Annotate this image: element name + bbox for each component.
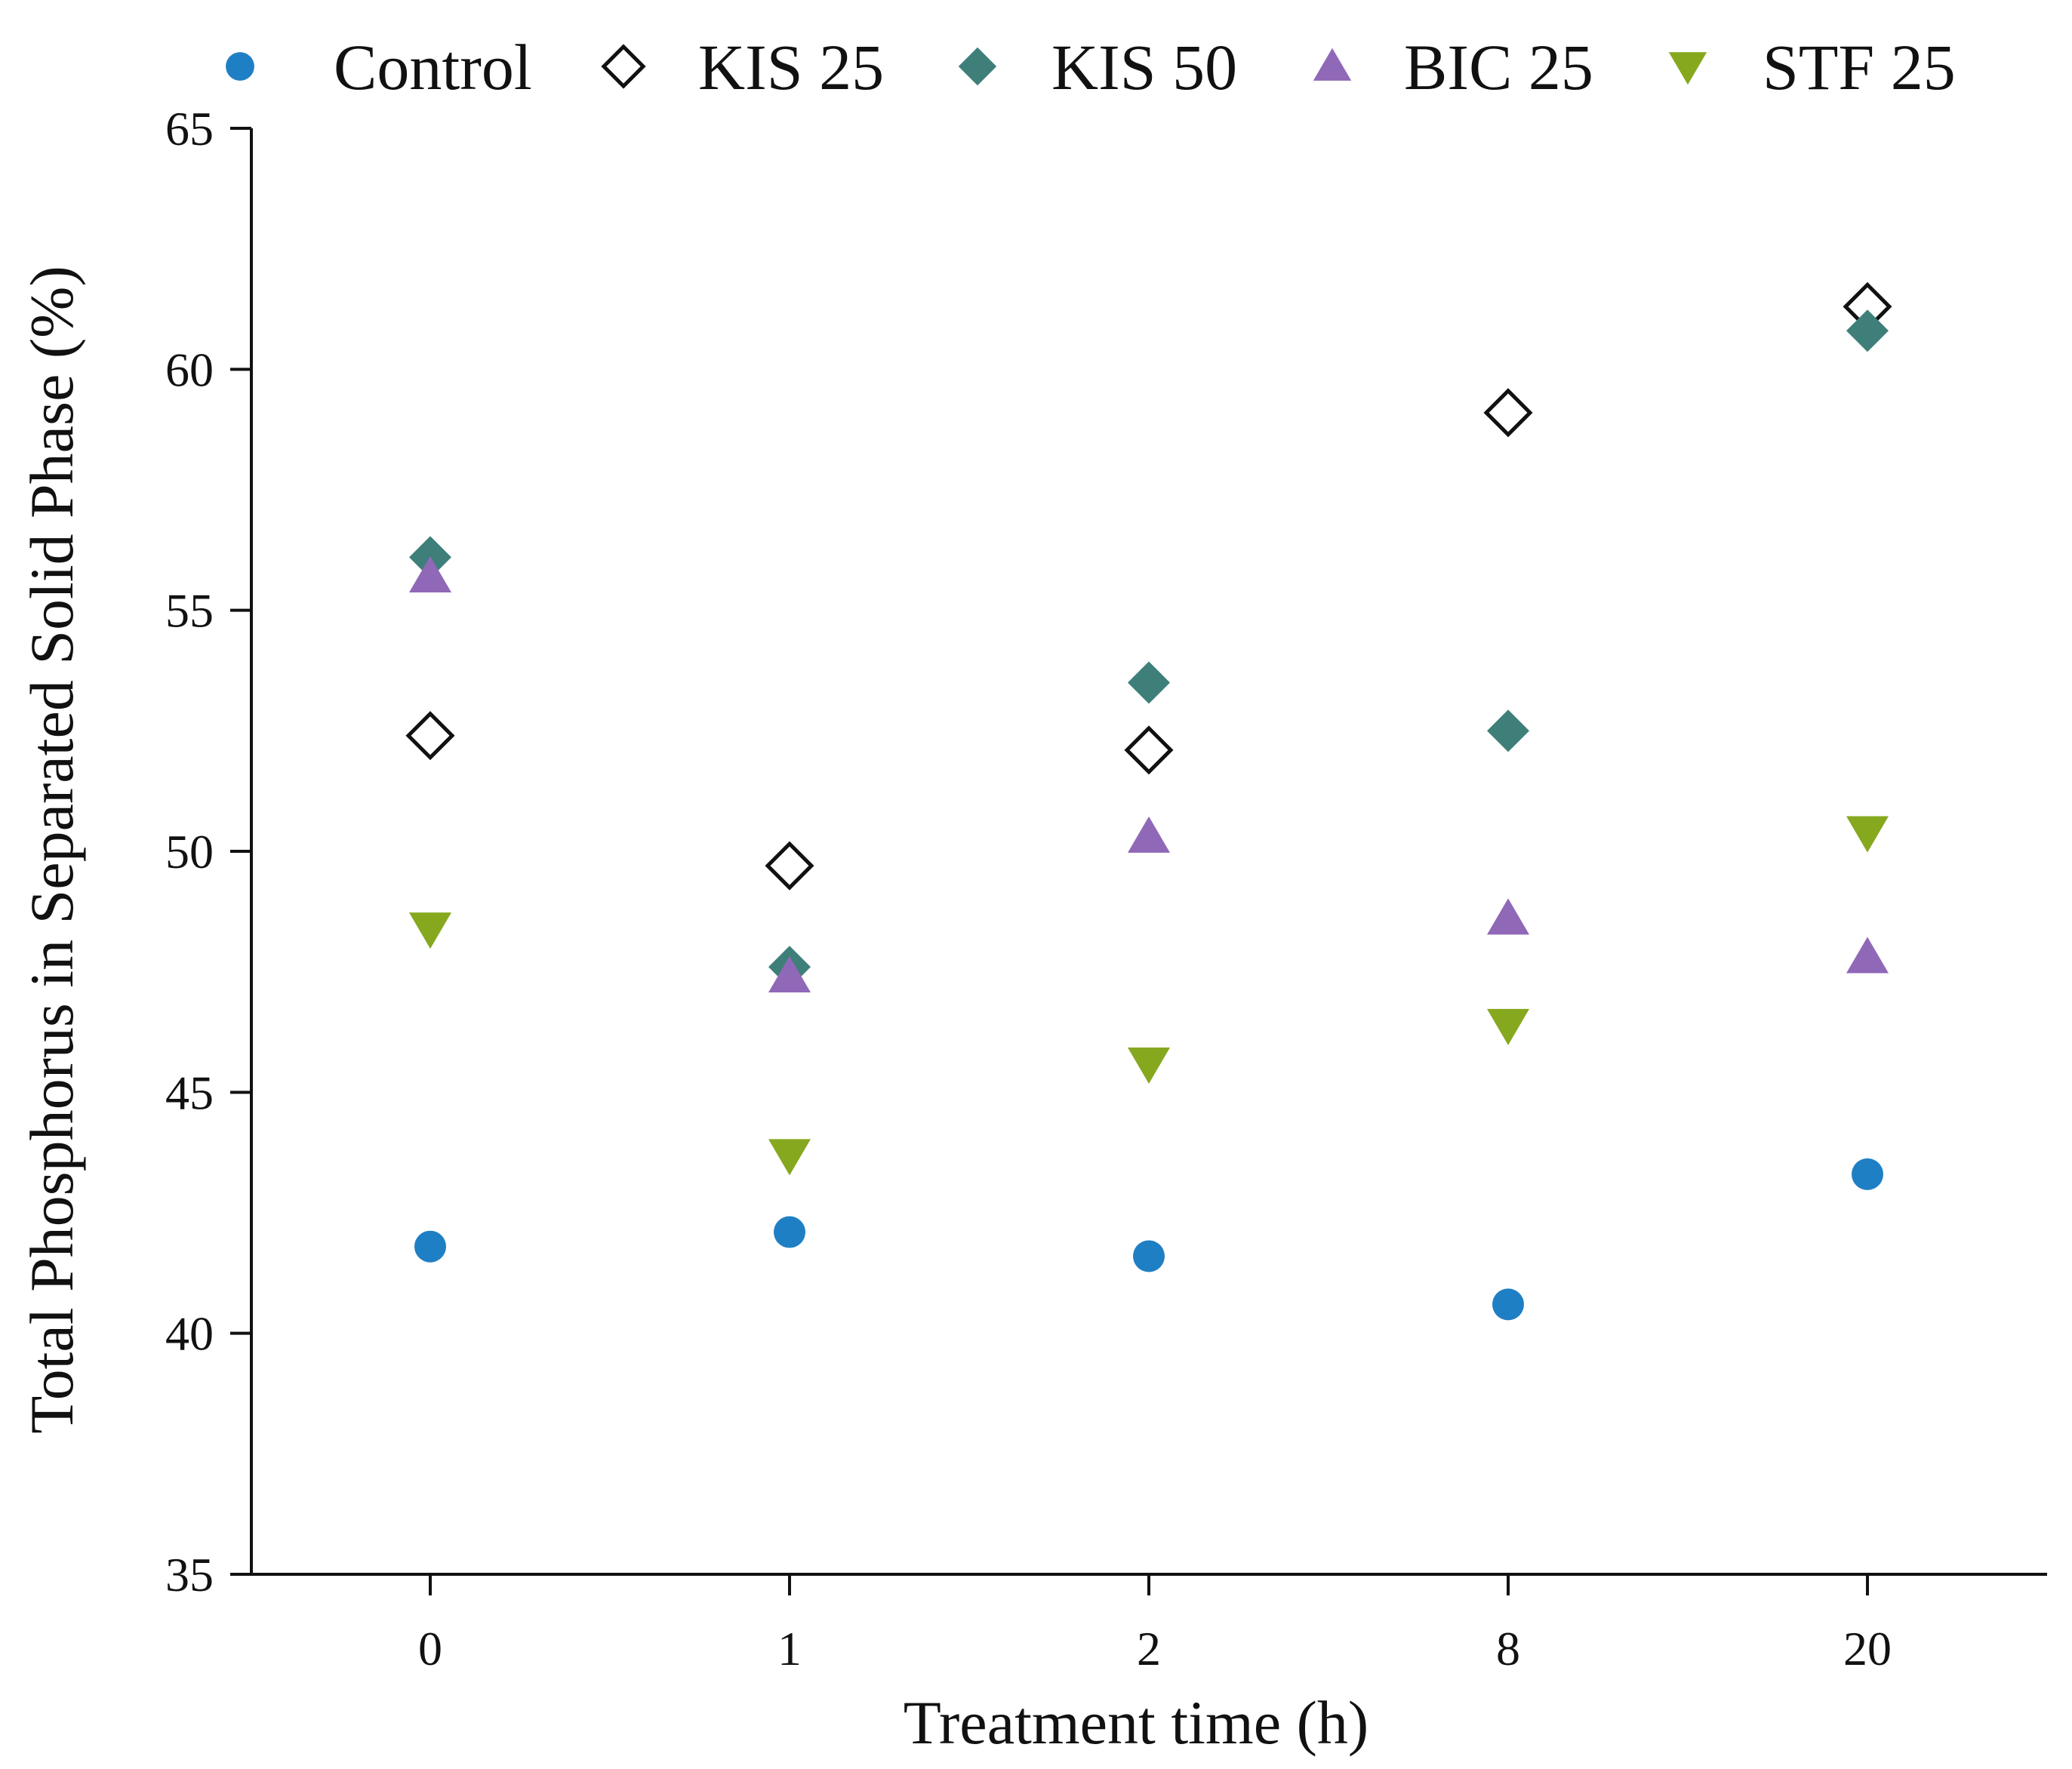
point-bic-25 [1846, 937, 1889, 974]
point-control [1133, 1240, 1165, 1272]
point-kis-25 [765, 841, 814, 891]
point-stf-25 [768, 1139, 811, 1176]
legend-label-kis-25: KIS 25 [698, 31, 884, 103]
x-tick-label: 1 [777, 1622, 802, 1675]
legend-marker-control [226, 52, 254, 81]
legend-label-stf-25: STF 25 [1763, 31, 1956, 103]
x-ticks: 0 1 2 8 20 [418, 1574, 1892, 1675]
legend-marker-kis-25 [601, 44, 646, 89]
point-kis-25 [1124, 725, 1174, 775]
y-tick-label: 35 [165, 1548, 214, 1601]
legend-marker-bic-25 [1313, 48, 1352, 81]
y-tick-label: 55 [165, 584, 214, 638]
point-stf-25 [1487, 1008, 1529, 1045]
point-bic-25 [1487, 898, 1529, 935]
point-kis-50 [1487, 709, 1529, 752]
point-control [1852, 1158, 1883, 1190]
point-control [1492, 1288, 1524, 1321]
point-kis-50 [1846, 309, 1889, 352]
point-bic-25 [1128, 816, 1170, 853]
point-stf-25 [1128, 1048, 1170, 1084]
y-tick-label: 45 [165, 1066, 214, 1119]
x-tick-label: 8 [1496, 1622, 1520, 1675]
y-ticks: 35 40 45 50 55 60 65 [165, 102, 251, 1601]
x-tick-label: 20 [1843, 1622, 1892, 1675]
point-control [774, 1216, 805, 1248]
y-tick-label: 40 [165, 1307, 214, 1361]
x-tick-label: 0 [418, 1622, 442, 1675]
legend-label-control: Control [334, 31, 532, 103]
legend-marker-kis-50 [958, 47, 997, 86]
legend-label-bic-25: BIC 25 [1404, 31, 1593, 103]
point-kis-25 [1483, 388, 1533, 438]
point-stf-25 [409, 912, 451, 949]
x-axis-title: Treatment time (h) [904, 1688, 1369, 1757]
legend-marker-stf-25 [1668, 52, 1707, 85]
y-tick-label: 65 [165, 102, 214, 155]
x-tick-label: 2 [1137, 1622, 1161, 1675]
point-stf-25 [1846, 816, 1889, 853]
point-bic-25 [409, 555, 451, 592]
point-kis-25 [405, 711, 455, 761]
point-control [414, 1230, 446, 1263]
y-tick-label: 60 [165, 343, 214, 396]
point-bic-25 [768, 956, 811, 993]
y-tick-label: 50 [165, 825, 214, 878]
data-points [405, 282, 1892, 1321]
point-kis-50 [1128, 661, 1170, 704]
y-axis-title: Total Phosphorus in Separated Solid Phas… [17, 266, 86, 1434]
legend: Control KIS 25 KIS 50 BIC 25 STF 25 [226, 31, 1956, 103]
legend-label-kis-50: KIS 50 [1051, 31, 1237, 103]
